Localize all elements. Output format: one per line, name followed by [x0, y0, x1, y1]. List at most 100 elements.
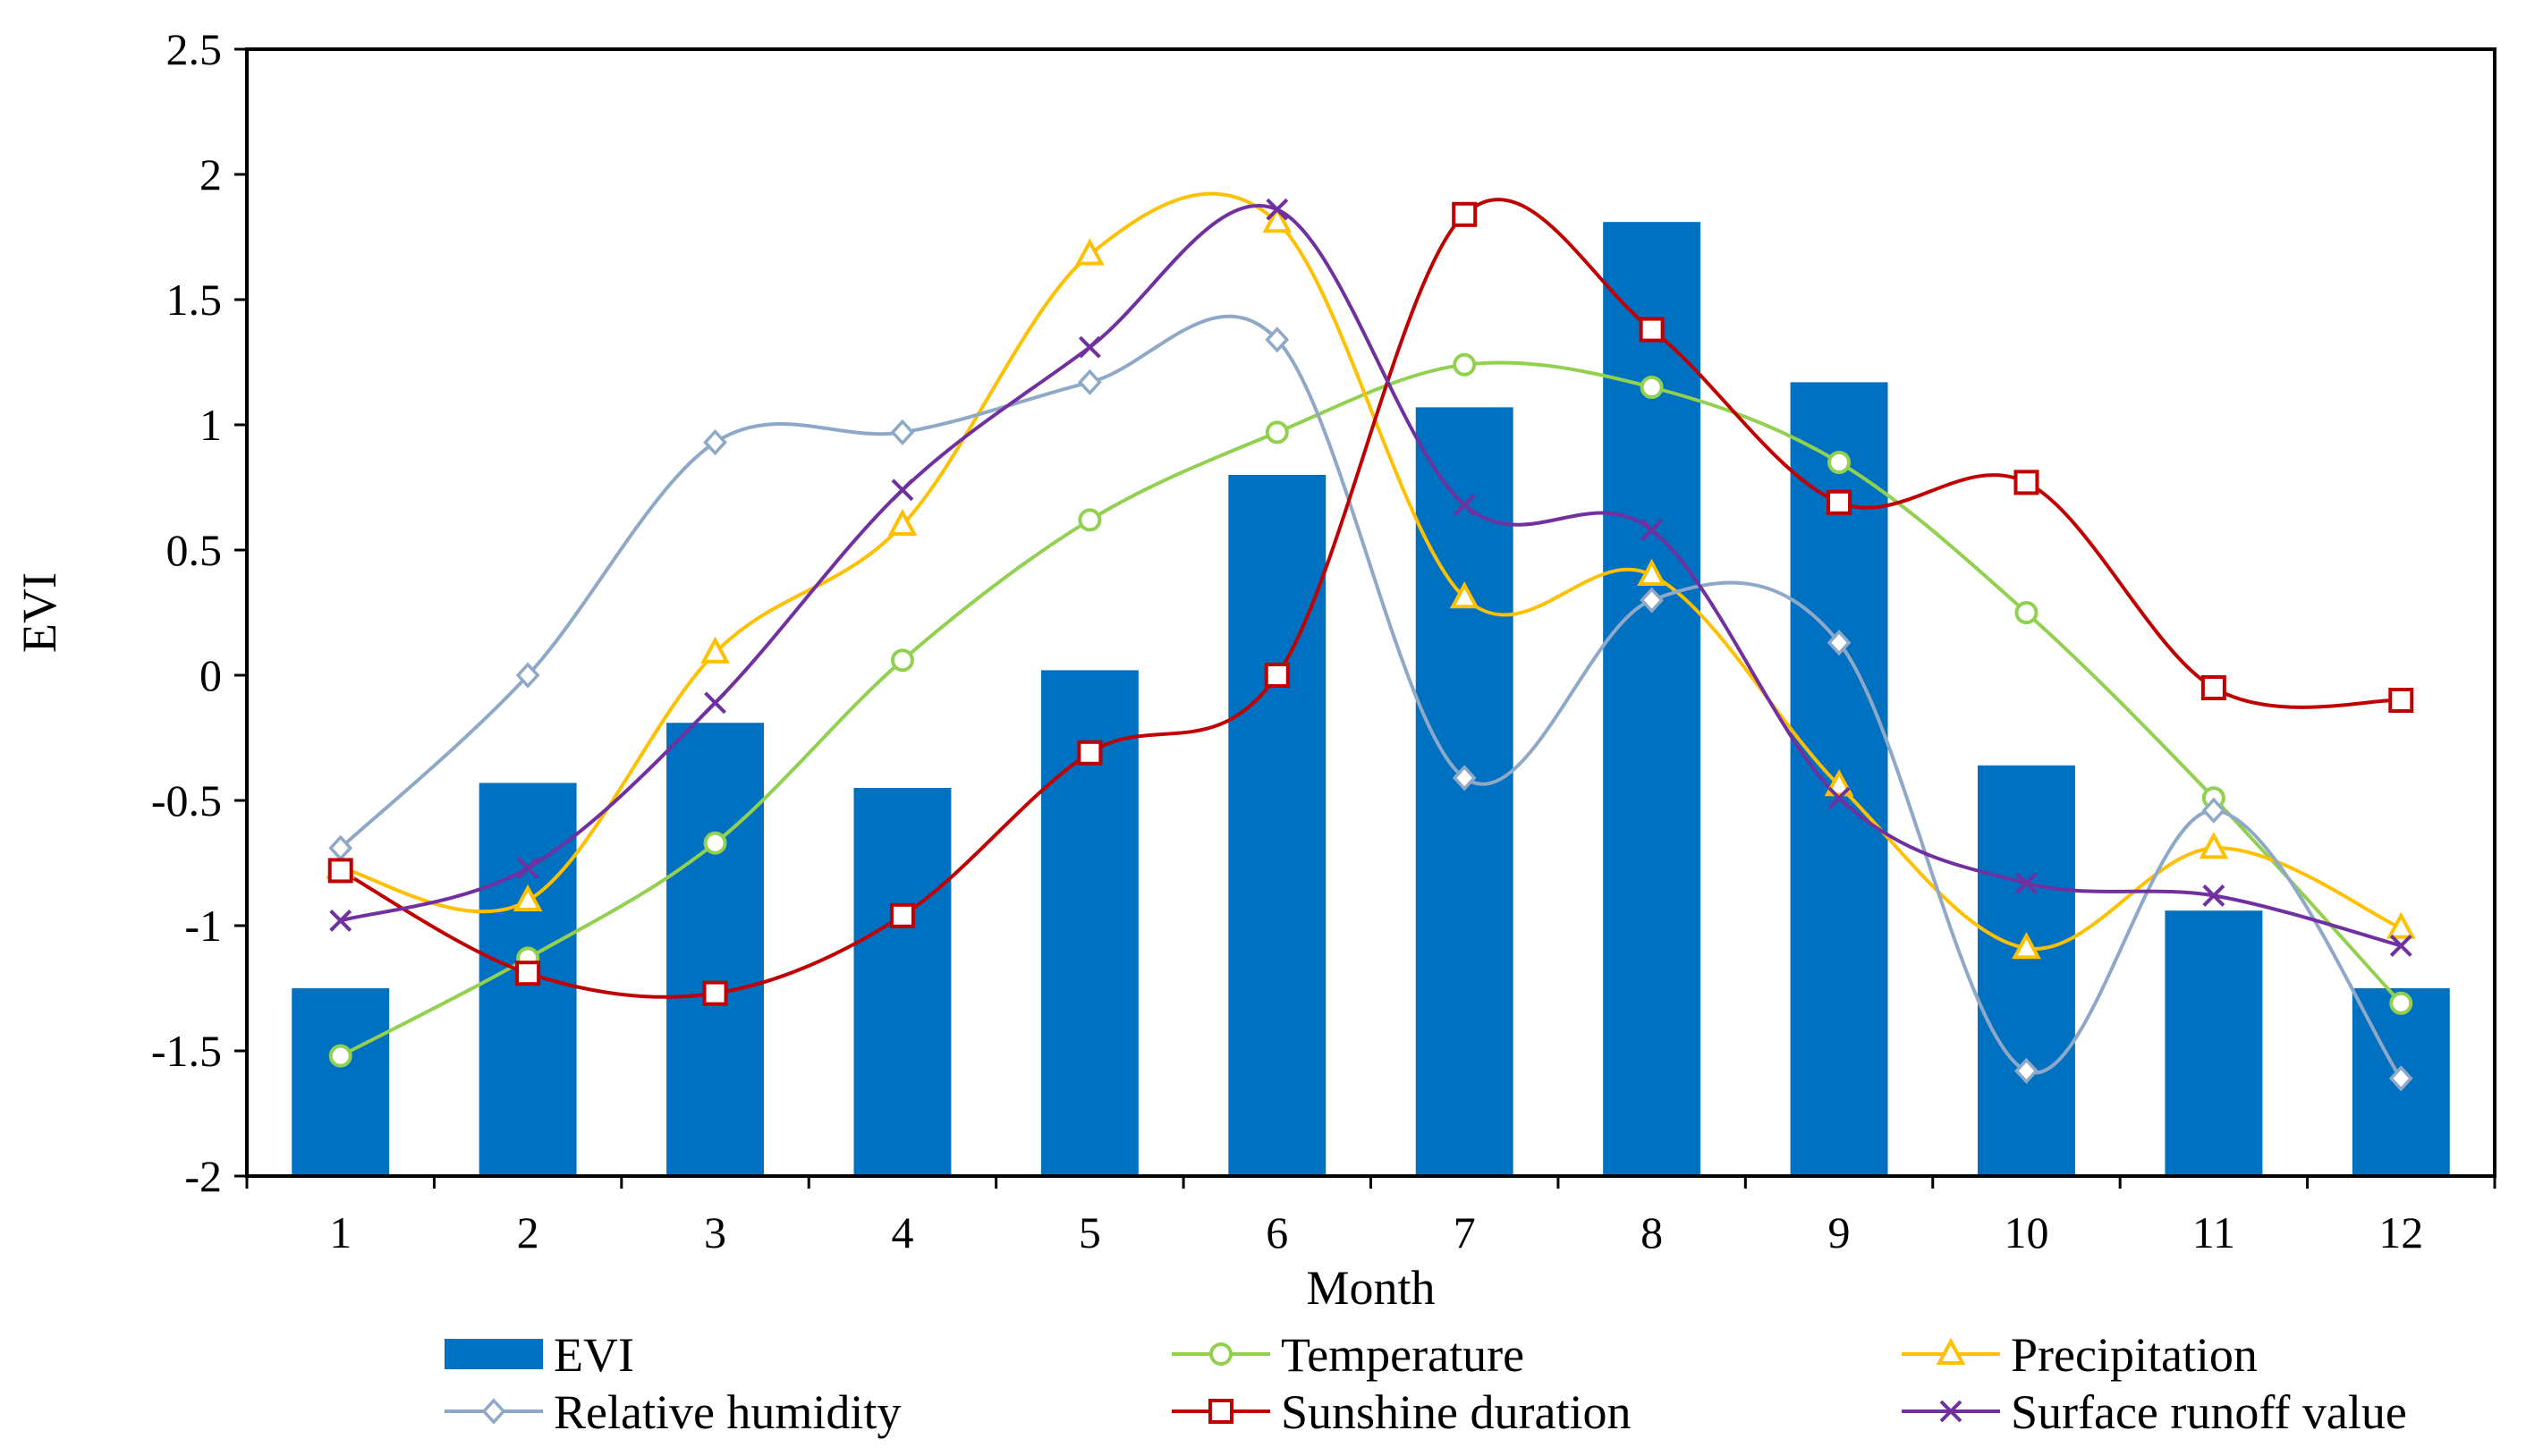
relative-humidity-point: [1265, 326, 1290, 353]
legend-label-sunshine-duration: Sunshine duration: [1281, 1385, 1631, 1439]
x-tick-label: 12: [2378, 1207, 2423, 1257]
relative-humidity-point: [703, 429, 727, 456]
precipitation-point: [513, 884, 543, 911]
relative-humidity-point: [2201, 797, 2226, 824]
relative-humidity-point: [515, 662, 540, 689]
precipitation-point: [1075, 238, 1105, 266]
sunshine-duration-point: [1077, 740, 1103, 766]
legend: EVI Temperature Precipitation Relative humi…: [445, 1328, 2407, 1439]
y-tick-label: 0: [199, 650, 222, 700]
evi-bar: [1978, 765, 2075, 1176]
relative-humidity-point: [1827, 630, 1852, 656]
x-tick-label: 8: [1640, 1207, 1663, 1257]
x-tick-label: 4: [891, 1207, 913, 1257]
plot-frame: [245, 47, 2496, 1178]
temperature-point: [1640, 376, 1664, 399]
y-tick-label: 2: [199, 149, 222, 199]
y-axis: 2.5 2 1.5 1 0.5 0 -0.5 -1 -1.5 -2: [151, 24, 247, 1201]
precipitation-point: [2199, 832, 2229, 859]
evi-bar: [292, 988, 390, 1176]
precipitation-point: [1824, 769, 1854, 797]
temperature-point: [2014, 601, 2039, 624]
y-tick-label: 2.5: [166, 24, 223, 74]
x-tick-label: 10: [2004, 1207, 2048, 1257]
relative-humidity-point: [1640, 587, 1664, 614]
y-tick-label: 0.5: [166, 525, 223, 575]
y-tick-label: -2: [184, 1151, 222, 1201]
x-axis-title: Month: [1306, 1261, 1435, 1315]
temperature-point: [1265, 420, 1289, 444]
relative-humidity-point: [2014, 1057, 2039, 1084]
sunshine-duration-point: [889, 902, 915, 928]
temperature-point: [890, 648, 914, 673]
surface-runoff-value-point: [1078, 335, 1101, 359]
evi-bar: [2165, 910, 2263, 1176]
temperature-point: [1827, 451, 1852, 474]
surface-runoff-value-line: [340, 204, 2402, 948]
surface-runoff-value-point: [1453, 494, 1476, 517]
surface-runoff-value-point: [1266, 198, 1289, 221]
sunshine-duration-line: [339, 198, 2402, 999]
temperature-line: [339, 360, 2403, 1058]
legend-label-surface-runoff-value: Surface runoff value: [2011, 1385, 2407, 1439]
surface-runoff-value-point: [704, 691, 726, 715]
y-tick-label: 1: [199, 400, 222, 450]
evi-bar: [1603, 222, 1701, 1177]
legend-label-relative-humidity: Relative humidity: [554, 1385, 901, 1439]
y-axis-title: EVI: [13, 572, 66, 653]
sunshine-duration-point: [515, 961, 541, 986]
precipitation-point: [887, 508, 918, 536]
legend-marker-temperature: [1209, 1342, 1233, 1366]
surface-runoff-value-point: [329, 909, 352, 932]
relative-humidity-point: [1078, 368, 1102, 395]
sunshine-duration-point: [1452, 201, 1478, 227]
sunshine-duration-point: [1827, 489, 1852, 515]
y-tick-label: 1.5: [166, 275, 223, 325]
legend-label-temperature: Temperature: [1281, 1328, 1524, 1382]
surface-runoff-value-point: [2015, 871, 2038, 894]
temperature-point: [1078, 508, 1102, 532]
relative-humidity-point: [890, 419, 915, 445]
precipitation-point: [2012, 932, 2041, 960]
sunshine-duration-point: [1639, 317, 1665, 343]
legend-marker-precipitation: [1936, 1337, 1966, 1365]
bar-layer: [292, 222, 2450, 1177]
legend-marker-surface-runoff-value: [1939, 1400, 1962, 1423]
surface-runoff-value-point: [891, 478, 914, 502]
precipitation-point: [700, 636, 730, 664]
precipitation-point: [1262, 206, 1293, 233]
x-tick-label: 6: [1266, 1207, 1288, 1257]
x-tick-label: 1: [329, 1207, 352, 1257]
sunshine-duration-point: [327, 858, 353, 884]
temperature-point: [1453, 352, 1477, 377]
precipitation-point: [2386, 911, 2416, 939]
x-tick-label: 3: [704, 1207, 726, 1257]
surface-runoff-value-point: [516, 857, 539, 880]
x-tick-label: 11: [2192, 1207, 2235, 1257]
line-layer: [339, 191, 2403, 1079]
relative-humidity-point: [2388, 1065, 2413, 1092]
relative-humidity-point: [1452, 765, 1477, 791]
precipitation-point: [1637, 558, 1666, 586]
evi-bar: [666, 723, 764, 1176]
y-tick-label: -1.5: [151, 1026, 222, 1076]
x-tick-label: 9: [1828, 1207, 1851, 1257]
sunshine-duration-point: [2200, 675, 2226, 700]
temperature-point: [2389, 991, 2413, 1015]
y-tick-label: -0.5: [151, 775, 222, 825]
x-tick-label: 7: [1454, 1207, 1476, 1257]
temperature-point: [703, 831, 727, 855]
x-axis: 1 2 3 4 5 6 7 8 9 10 11 12: [245, 1176, 2496, 1257]
surface-runoff-value-point: [2202, 884, 2225, 907]
legend-marker-sunshine-duration: [1208, 1399, 1233, 1424]
x-tick-label: 5: [1079, 1207, 1101, 1257]
sunshine-duration-point: [1264, 663, 1290, 688]
evi-bar: [1415, 407, 1513, 1176]
sunshine-duration-point: [2013, 470, 2039, 495]
temperature-point: [328, 1044, 352, 1068]
legend-swatch-evi: [445, 1339, 543, 1369]
sunshine-duration-point: [702, 980, 728, 1006]
surface-runoff-value-point: [1640, 519, 1664, 542]
x-tick-label: 2: [517, 1207, 539, 1257]
